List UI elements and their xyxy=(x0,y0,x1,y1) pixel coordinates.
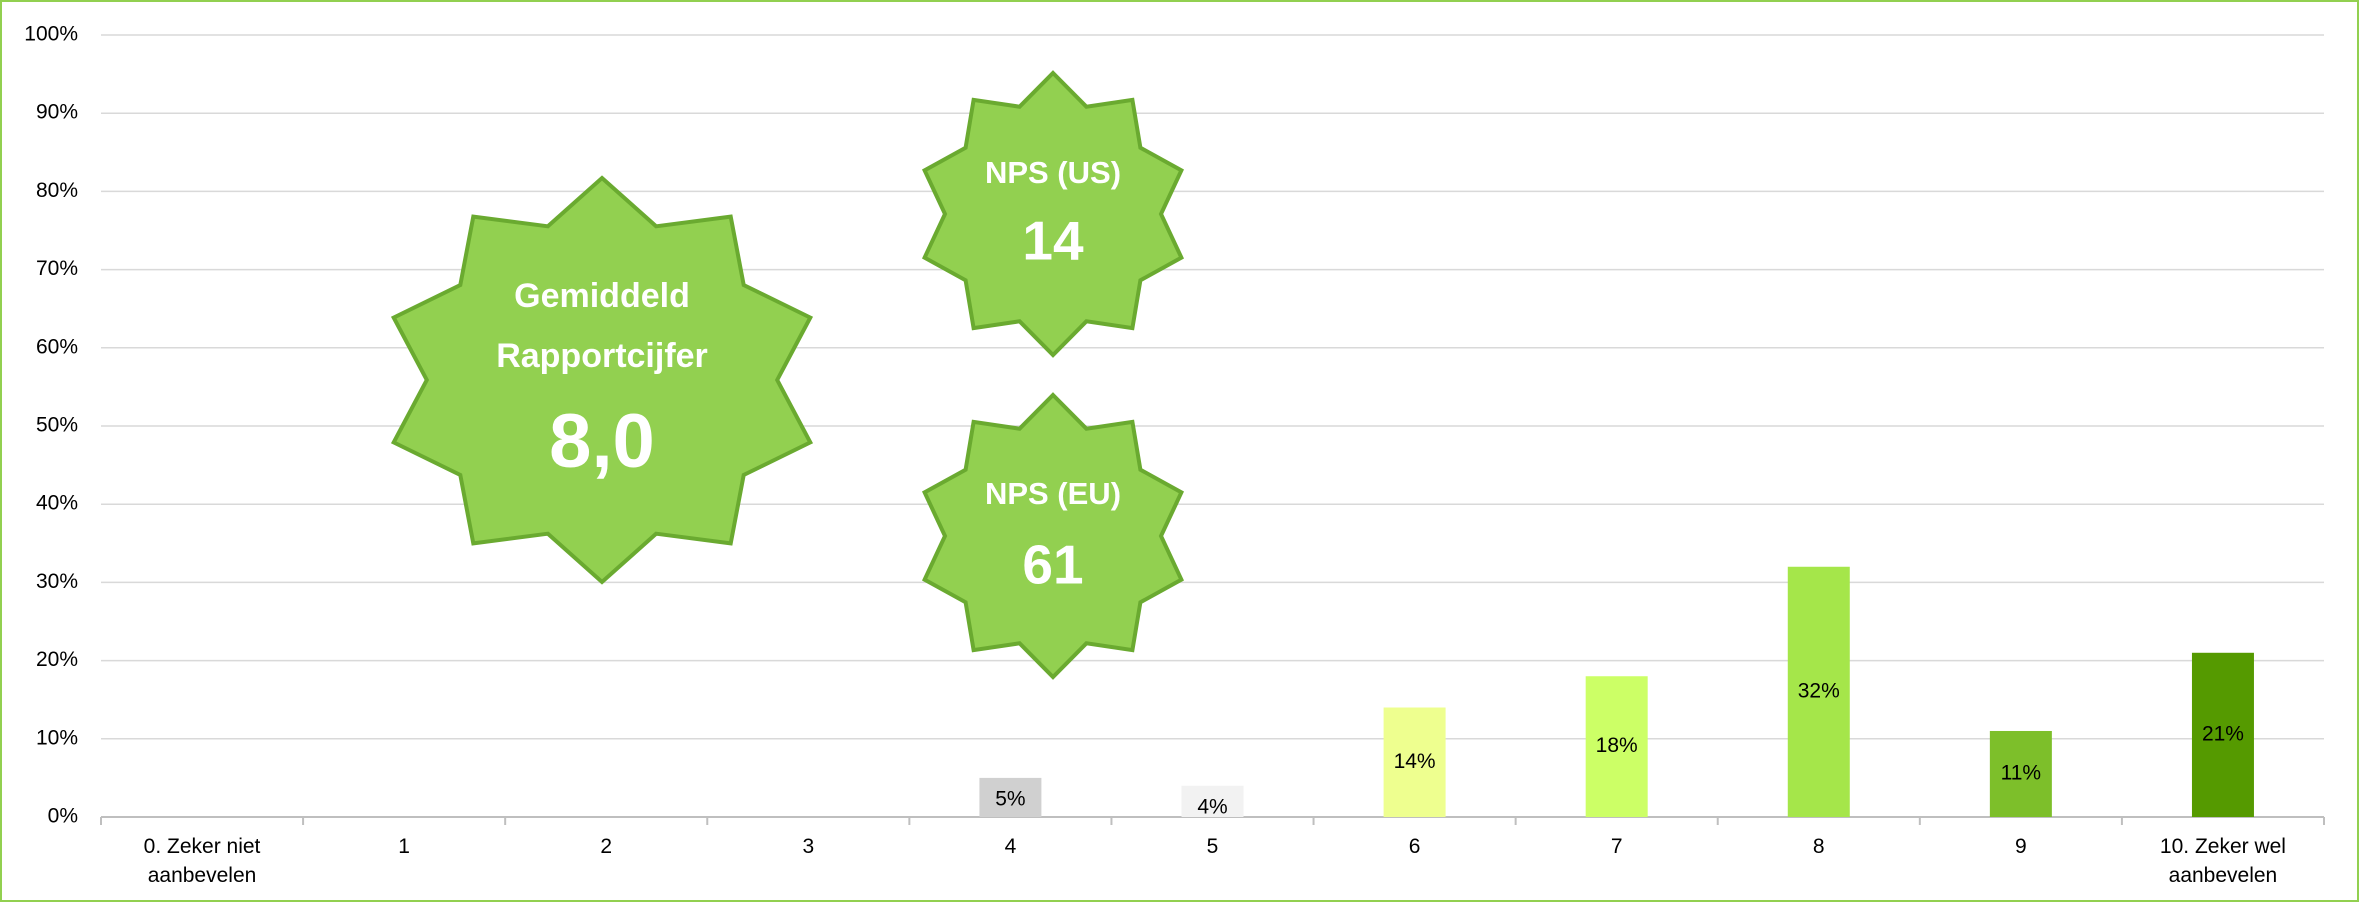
y-tick-label: 100% xyxy=(24,23,78,46)
y-tick-label: 50% xyxy=(36,414,78,437)
y-tick-label: 20% xyxy=(36,648,78,671)
x-tick-label: 0. Zeker niet aanbevelen xyxy=(143,835,261,887)
value-label: 11% xyxy=(2001,762,2041,785)
value-label: 14% xyxy=(1394,750,1436,773)
bar xyxy=(979,777,1042,817)
y-tick-label: 0% xyxy=(48,805,78,828)
x-tick-label: 6 xyxy=(1408,835,1421,858)
badge-label: Gemiddeld xyxy=(514,277,690,315)
y-tick-label: 30% xyxy=(36,570,78,593)
bar xyxy=(1383,707,1446,817)
value-label: 5% xyxy=(995,787,1025,810)
y-tick-label: 60% xyxy=(36,335,78,358)
badge-label: Rapportcijfer xyxy=(496,337,708,375)
y-tick-label: 70% xyxy=(36,257,78,280)
y-tick-label: 90% xyxy=(36,101,78,124)
badge-value: 8,0 xyxy=(549,399,655,484)
value-label: 32% xyxy=(1798,679,1840,702)
x-tick-label: 10. Zeker wel aanbevelen xyxy=(2159,835,2286,887)
bar xyxy=(1585,676,1648,817)
y-tick-label: 40% xyxy=(36,492,78,515)
y-tick-label: 10% xyxy=(36,726,78,749)
x-tick-label: 1 xyxy=(398,835,410,858)
x-tick-label: 7 xyxy=(1610,835,1623,858)
x-tick-label: 5 xyxy=(1206,835,1219,858)
value-label: 4% xyxy=(1197,795,1227,818)
x-tick-label: 8 xyxy=(1812,835,1825,858)
bar xyxy=(1989,730,2052,817)
x-tick-label: 9 xyxy=(2015,835,2027,858)
value-label: 21% xyxy=(2202,722,2244,745)
value-label: 18% xyxy=(1596,734,1638,757)
bar xyxy=(2191,652,2254,817)
x-tick-label: 4 xyxy=(1004,835,1017,858)
bar xyxy=(1181,785,1244,817)
badge-star xyxy=(921,392,1185,680)
y-tick-label: 80% xyxy=(36,179,78,202)
badge-label: NPS (US) xyxy=(985,155,1121,190)
x-tick-label: 3 xyxy=(802,835,815,858)
x-tick-label: 2 xyxy=(600,835,613,858)
badge-value: 14 xyxy=(1022,210,1084,272)
badge-star xyxy=(921,70,1185,358)
badge-value: 61 xyxy=(1022,534,1083,596)
bar xyxy=(1787,566,1850,817)
badge-star xyxy=(390,175,814,585)
badge-label: NPS (EU) xyxy=(985,476,1121,511)
